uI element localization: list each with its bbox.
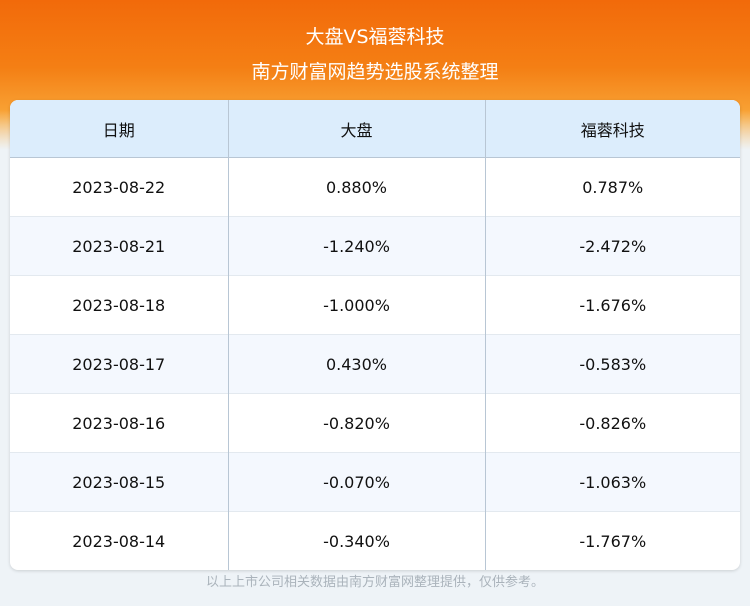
page-title: 大盘VS福蓉科技 — [305, 26, 445, 48]
date-cell: 2023-08-15 — [10, 452, 228, 512]
date-cell: 2023-08-21 — [10, 216, 228, 276]
table-row: 2023-08-14 -0.340% -1.767% — [10, 511, 740, 570]
date-cell: 2023-08-22 — [10, 157, 228, 217]
market-change-cell: -0.820% — [227, 393, 485, 453]
date-cell: 2023-08-16 — [10, 393, 228, 453]
market-change-cell: -1.240% — [227, 216, 485, 276]
footer-disclaimer: 以上上市公司相关数据由南方财富网整理提供，仅供参考。 — [205, 575, 544, 590]
date-cell: 2023-08-18 — [10, 275, 228, 335]
stock-change-cell: -2.472% — [484, 216, 740, 276]
table-row: 2023-08-22 0.880% 0.787% — [10, 157, 740, 217]
date-cell: 2023-08-17 — [10, 334, 228, 394]
date-cell: 2023-08-14 — [10, 511, 228, 570]
stock-change-cell: 0.787% — [484, 157, 740, 217]
table-row: 2023-08-16 -0.820% -0.826% — [10, 393, 740, 453]
market-change-cell: -1.000% — [227, 275, 485, 335]
table-row: 2023-08-18 -1.000% -1.676% — [10, 275, 740, 335]
table-header: 日期 大盘 福蓉科技 — [10, 100, 740, 158]
table-row: 2023-08-21 -1.240% -2.472% — [10, 216, 740, 276]
market-change-cell: -0.340% — [227, 511, 485, 570]
market-change-cell: -0.070% — [227, 452, 485, 512]
column-header-date: 日期 — [10, 100, 228, 158]
comparison-table: 日期 大盘 福蓉科技 2023-08-22 0.880% 0.787% 2023-08… — [10, 100, 740, 570]
stock-change-cell: -1.063% — [484, 452, 740, 512]
stock-change-cell: -0.826% — [484, 393, 740, 453]
page-subtitle: 南方财富网趋势选股系统整理 — [251, 61, 499, 83]
column-header-market: 大盘 — [227, 100, 485, 158]
stock-change-cell: -0.583% — [484, 334, 740, 394]
market-change-cell: 0.880% — [227, 157, 485, 217]
stock-change-cell: -1.676% — [484, 275, 740, 335]
stock-change-cell: -1.767% — [484, 511, 740, 570]
table-row: 2023-08-17 0.430% -0.583% — [10, 334, 740, 394]
table-row: 2023-08-15 -0.070% -1.063% — [10, 452, 740, 512]
market-change-cell: 0.430% — [227, 334, 485, 394]
column-header-stock: 福蓉科技 — [484, 100, 740, 158]
